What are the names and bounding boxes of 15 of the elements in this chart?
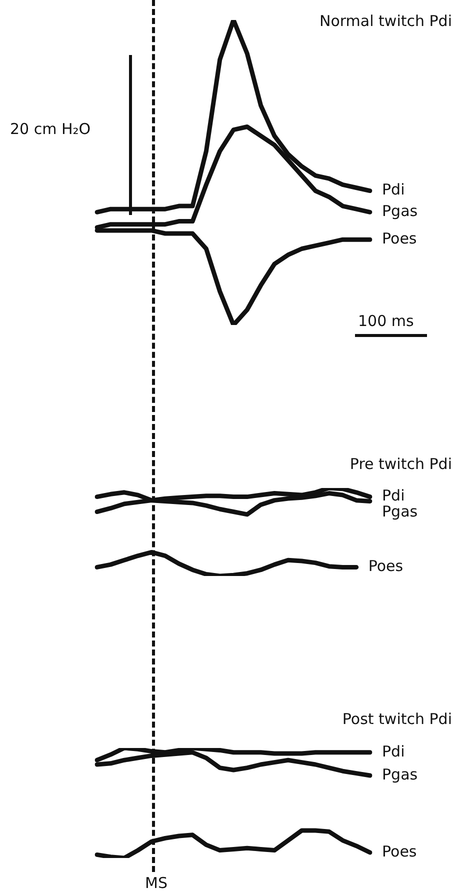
- series-label: Pdi: [382, 486, 405, 505]
- series-label: Poes: [382, 229, 417, 248]
- chart-title: Normal twitch Pdi: [320, 12, 452, 30]
- series-label: Pgas: [382, 502, 418, 521]
- series-label: Poes: [368, 557, 404, 576]
- series-label: Pgas: [382, 202, 418, 220]
- chart-title: Pre twitch Pdi: [350, 454, 452, 473]
- text: MS: [145, 874, 168, 892]
- series-label: Pdi: [382, 180, 405, 199]
- series-label: Poes: [382, 842, 417, 860]
- annotation: 100 ms: [358, 312, 414, 330]
- series-label: Pgas: [382, 765, 418, 784]
- series-label: Pdi: [382, 742, 405, 760]
- chart-title: Post twitch Pdi: [342, 710, 452, 728]
- annotation: 20 cm H₂O: [10, 120, 91, 138]
